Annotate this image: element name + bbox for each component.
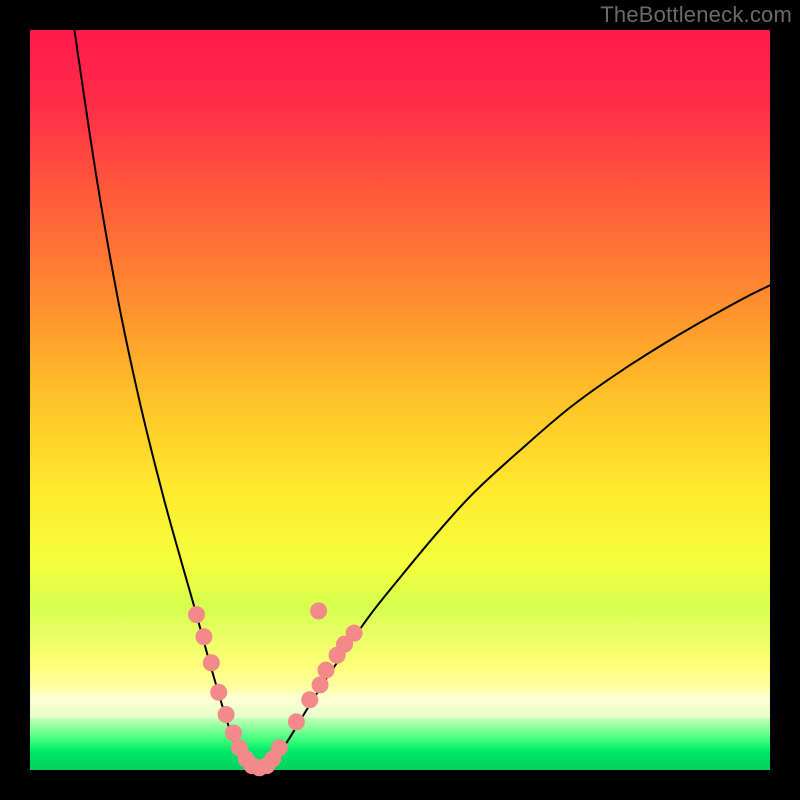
data-marker [271,740,287,756]
data-marker [226,725,242,741]
plot-background [30,30,770,770]
watermark-text: TheBottleneck.com [600,2,792,28]
data-marker [302,692,318,708]
data-marker [288,714,304,730]
data-marker [312,677,328,693]
data-marker [346,625,362,641]
data-marker [189,607,205,623]
bottleneck-plot-svg [0,0,800,800]
highlight-bands [30,692,770,718]
data-marker [211,684,227,700]
data-marker [196,629,212,645]
data-marker [311,603,327,619]
data-marker [203,655,219,671]
chart-canvas: TheBottleneck.com [0,0,800,800]
data-marker [318,662,334,678]
data-marker [218,707,234,723]
